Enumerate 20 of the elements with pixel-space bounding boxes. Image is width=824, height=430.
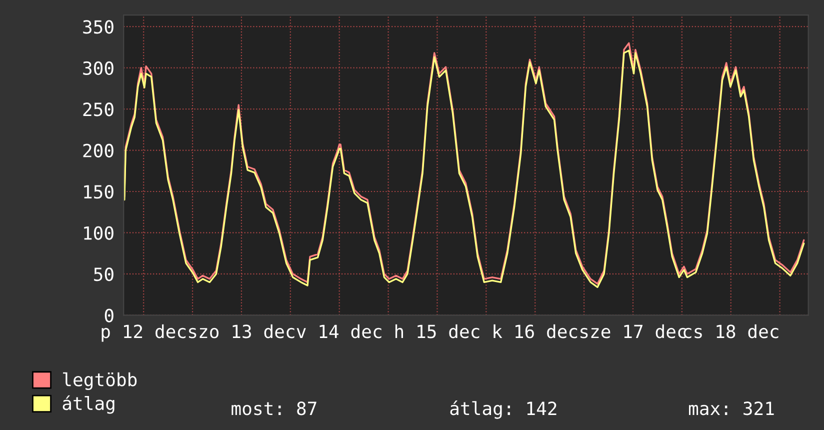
y-tick-label: 0 <box>104 308 114 322</box>
x-tick-label: v 14 dec <box>296 324 382 338</box>
y-tick-label: 300 <box>83 61 114 75</box>
y-tick-label: 350 <box>83 20 114 34</box>
text: most: 87 <box>232 402 316 416</box>
legend-label: átlag <box>62 395 114 414</box>
x-tick-label: p 12 dec <box>102 324 186 342</box>
y-tick-label: 150 <box>84 185 114 199</box>
x-tick-label: h 15 dec <box>395 324 480 338</box>
y-tick-label: 250 <box>83 102 114 116</box>
y-tick-label: 100 <box>84 226 114 240</box>
text: átlag: 142 <box>450 400 556 419</box>
legend-label: legtöbb <box>63 372 137 390</box>
y-tick-label: 50 <box>94 267 114 282</box>
x-tick-label: szo 13 dec <box>188 324 294 338</box>
x-tick-label: sze 17 dec <box>580 324 686 338</box>
y-tick-label: 200 <box>83 144 114 158</box>
text: max: 321 <box>689 402 774 416</box>
x-tick-label: k 16 dec <box>494 324 578 338</box>
x-tick-label: cs 18 dec <box>684 324 778 338</box>
